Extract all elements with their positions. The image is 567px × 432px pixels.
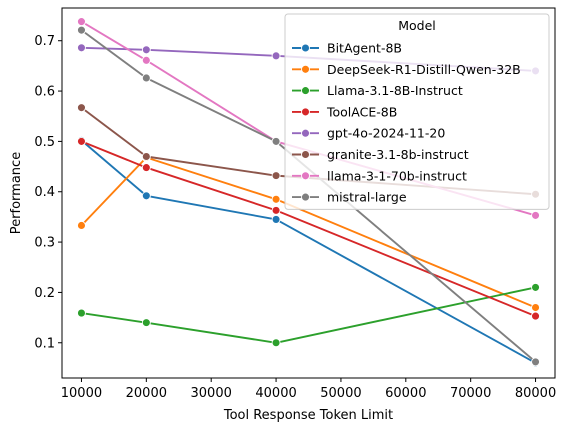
data-point [77, 103, 86, 113]
x-tick-label: 80000 [515, 386, 556, 401]
y-axis-label: Performance [9, 152, 24, 234]
series-ToolACE-8B [77, 136, 540, 321]
x-tick-label: 50000 [320, 386, 361, 401]
data-point [141, 163, 151, 173]
x-tick-label: 60000 [385, 386, 426, 401]
y-tick-label: 0.4 [34, 185, 55, 200]
data-point [141, 191, 151, 201]
axes: 10000 20000 30000 40000 50000 60000 70000 80000… [34, 34, 556, 401]
x-tick-label: 70000 [450, 386, 491, 401]
plot-frame [61, 7, 556, 379]
y-tick-label: 0.1 [34, 336, 55, 351]
data-point [141, 45, 151, 55]
data-point [271, 214, 281, 224]
series-line [81, 140, 536, 317]
y-tick-label: 0.6 [34, 85, 55, 100]
data-point [531, 357, 540, 367]
data-point [77, 136, 86, 146]
data-point [77, 25, 86, 35]
data-point [77, 308, 86, 318]
data-point [141, 152, 151, 161]
legend: Model BitAgent-8B DeepSeek-R1-Distill-Qwe… [284, 13, 550, 210]
legend-swatch-marker [301, 64, 310, 74]
data-point [531, 303, 540, 312]
legend-box [284, 13, 550, 210]
y-tick-label: 0.7 [34, 34, 55, 49]
data-point [77, 43, 86, 53]
legend-title: Model [398, 18, 436, 33]
legend-swatch-marker [301, 107, 310, 117]
data-point [77, 17, 86, 27]
data-point [271, 136, 281, 146]
legend-entry-label: mistral-large [327, 190, 407, 205]
legend-swatch-marker [301, 128, 310, 138]
series-Llama-3.1-8B-Instruct [77, 282, 540, 348]
y-tick-label: 0.3 [34, 236, 55, 251]
data-point [141, 55, 151, 65]
legend-entry-label: gpt-4o-2024-11-20 [327, 126, 445, 141]
legend-swatch-marker [301, 43, 310, 53]
legend-entry-label: llama-3-1-70b-instruct [327, 168, 467, 183]
legend-swatch-marker [301, 171, 310, 181]
legend-entry-label: granite-3.1-8b-instruct [327, 147, 469, 162]
data-point [141, 73, 151, 83]
y-tick-label: 0.2 [34, 286, 55, 301]
data-point [271, 171, 281, 181]
x-axis-label: Tool Response Token Limit [223, 408, 393, 423]
series-line [80, 156, 536, 309]
y-tick-label: 0.5 [34, 135, 55, 150]
legend-swatch-marker [301, 86, 310, 96]
legend-entry-label: BitAgent-8B [327, 41, 402, 56]
data-point [531, 311, 540, 321]
series-line [80, 29, 537, 363]
data-point [77, 221, 86, 230]
x-tick-label: 10000 [61, 386, 102, 401]
series-line [80, 139, 536, 364]
data-point [141, 318, 151, 328]
data-point [531, 282, 540, 292]
series-mistral-large [77, 25, 540, 367]
series-line [81, 286, 536, 344]
legend-swatch-marker [301, 192, 310, 202]
data-point [531, 210, 540, 220]
legend-entry-label: DeepSeek-R1-Distill-Qwen-32B [327, 62, 521, 77]
data-point [271, 51, 281, 61]
legend-entry-label: Llama-3.1-8B-Instruct [327, 83, 463, 98]
x-tick-label: 30000 [191, 386, 232, 401]
legend-swatch-marker [301, 150, 310, 159]
data-point [271, 205, 281, 215]
plot-marks [77, 17, 540, 368]
x-tick-label: 40000 [255, 386, 296, 401]
data-point [271, 194, 281, 204]
legend-entry-label: ToolACE-8B [326, 104, 397, 119]
data-point [271, 338, 281, 348]
x-tick-label: 20000 [126, 386, 167, 401]
